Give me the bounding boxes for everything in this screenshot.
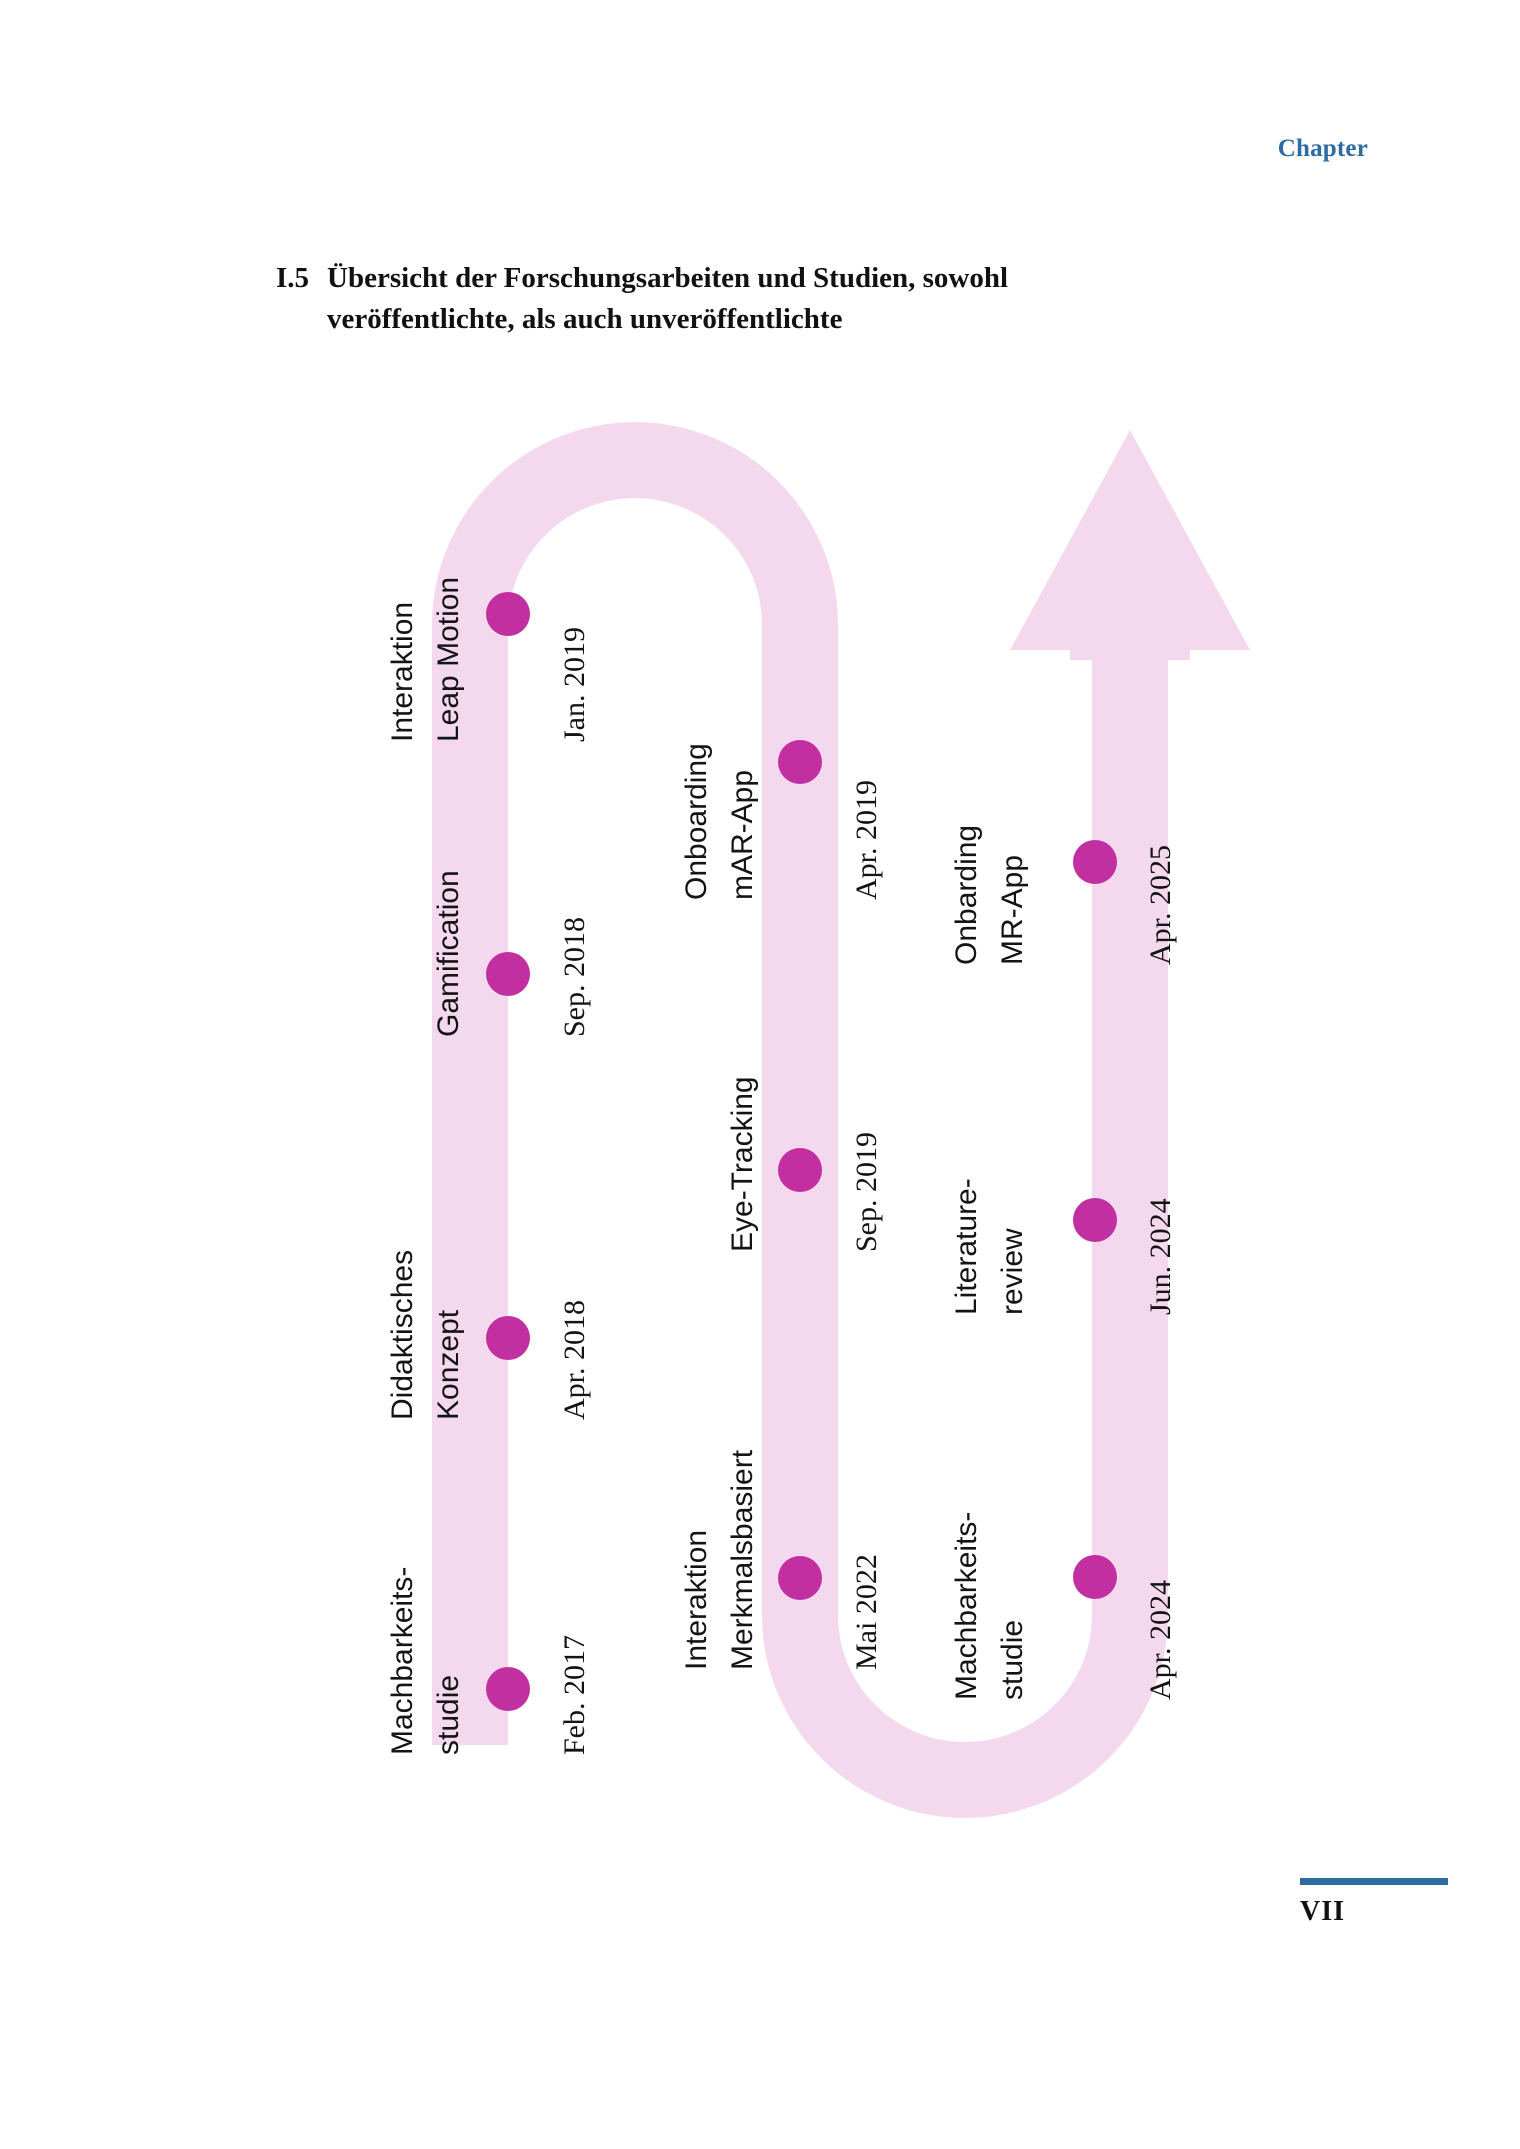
milestone-label-8-line2: studie xyxy=(996,1619,1029,1700)
milestone-label-8-line1: Machbarkeits- xyxy=(950,1511,983,1700)
milestone-date-2: Apr. 2018 xyxy=(558,1300,591,1420)
section-title-text: Übersicht der Forschungsarbeiten und Stu… xyxy=(327,262,1009,336)
milestone-date-8: Apr. 2024 xyxy=(1144,1580,1177,1700)
milestone-label-9-line1: Literature- xyxy=(950,1178,983,1315)
milestone-date-7: Mai 2022 xyxy=(850,1554,883,1670)
milestone-label-7-line2: Merkmalsbasiert xyxy=(726,1449,759,1670)
milestone-label-3-line1: Gamification xyxy=(432,870,465,1037)
footer-rule xyxy=(1300,1878,1448,1885)
section-number: I.5 xyxy=(276,262,310,294)
milestone-date-4: Jan. 2019 xyxy=(558,627,591,742)
milestone-date-1: Feb. 2017 xyxy=(558,1635,591,1755)
milestone-date-9: Jun. 2024 xyxy=(1144,1198,1177,1315)
milestone-label-2-line2: Konzept xyxy=(432,1309,465,1420)
milestone-label-5-line2: mAR-App xyxy=(726,769,759,900)
page-title: I.5 Übersicht der Forschungsarbeiten und… xyxy=(276,258,1176,340)
milestone-label-4-line2: Leap Motion xyxy=(432,576,465,742)
milestone-date-5: Apr. 2019 xyxy=(850,780,883,900)
milestone-label-4-line1: Interaktion xyxy=(386,601,419,742)
milestone-date-10: Apr. 2025 xyxy=(1144,845,1177,965)
milestone-label-6-line1: Eye-Tracking xyxy=(726,1076,759,1252)
milestone-label-7-line1: Interaktion xyxy=(680,1529,713,1670)
milestone-label-10-line2: MR-App xyxy=(996,854,1029,965)
page-number: VII xyxy=(1300,1896,1346,1927)
milestone-label-9-line2: review xyxy=(996,1228,1029,1315)
milestone-label-10-line1: Onbarding xyxy=(950,824,983,965)
milestone-label-5-line1: Onboarding xyxy=(680,743,713,900)
milestone-label-2-line1: Didaktisches xyxy=(386,1249,419,1420)
milestone-label-1-line2: studie xyxy=(432,1674,465,1755)
milestone-label-1-line1: Machbarkeits- xyxy=(386,1566,419,1755)
milestone-date-6: Sep. 2019 xyxy=(850,1132,883,1252)
running-head: Chapter xyxy=(1277,135,1368,162)
milestone-date-3: Sep. 2018 xyxy=(558,917,591,1037)
